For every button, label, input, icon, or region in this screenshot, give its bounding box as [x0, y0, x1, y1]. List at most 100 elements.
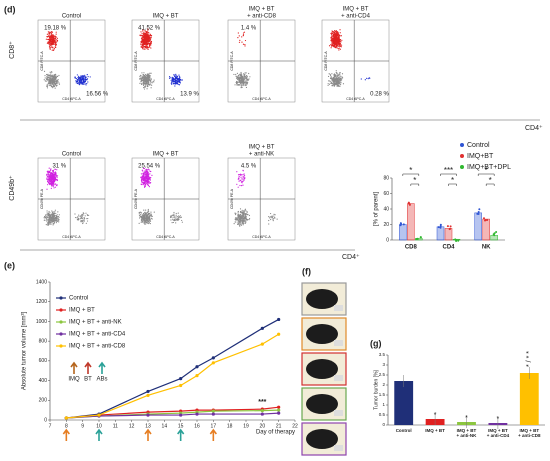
event-dot: [78, 75, 80, 77]
plot-title: Control: [62, 14, 81, 20]
event-dot: [49, 71, 51, 73]
event-dot: [274, 217, 276, 219]
event-dot: [268, 219, 270, 222]
event-dot: [237, 174, 240, 176]
event-dot: [142, 212, 145, 215]
event-dot: [147, 33, 149, 36]
event-dot: [75, 80, 77, 82]
event-dot: [76, 82, 79, 85]
point: [260, 326, 264, 330]
event-dot: [236, 171, 238, 173]
event-dot: [46, 33, 49, 35]
event-dot: [146, 220, 148, 222]
event-dot: [46, 188, 48, 190]
event-dot: [142, 38, 145, 41]
point: [482, 217, 485, 220]
event-dot: [341, 73, 344, 75]
event-dot: [334, 47, 337, 49]
event-dot: [151, 174, 153, 176]
event-dot: [56, 37, 58, 39]
event-dot: [50, 39, 52, 41]
event-dot: [145, 37, 147, 39]
event-dot: [339, 48, 342, 50]
event-dot: [142, 29, 144, 31]
event-dot: [336, 44, 338, 46]
event-dot: [334, 78, 336, 81]
event-dot: [146, 211, 149, 213]
event-dot: [46, 176, 48, 178]
event-dot: [145, 41, 147, 43]
event-dot: [332, 37, 334, 40]
event-dot: [148, 217, 151, 219]
event-dot: [138, 217, 141, 219]
event-dot: [53, 187, 55, 189]
event-dot: [240, 83, 242, 85]
event-dot: [51, 77, 53, 79]
event-dot: [56, 75, 59, 77]
event-dot: [236, 183, 238, 185]
event-dot: [245, 217, 247, 219]
event-dot: [140, 31, 142, 33]
event-dot: [80, 77, 82, 79]
plot-title: IMQ + BT: [153, 14, 179, 20]
event-dot: [147, 184, 150, 187]
event-dot: [241, 36, 243, 38]
event-dot: [78, 80, 80, 82]
event-dot: [47, 31, 49, 33]
event-dot: [144, 214, 146, 216]
event-dot: [51, 221, 53, 223]
event-dot: [54, 35, 56, 37]
event-dot: [141, 79, 143, 81]
event-dot: [146, 88, 148, 90]
event-dot: [48, 215, 50, 217]
event-dot: [46, 36, 48, 38]
event-dot: [148, 78, 150, 81]
event-dot: [176, 75, 179, 77]
event-dot: [144, 83, 146, 85]
event-dot: [146, 79, 148, 82]
event-dot: [241, 78, 243, 80]
event-dot: [337, 78, 339, 81]
event-dot: [52, 35, 54, 37]
event-dot: [332, 43, 334, 45]
event-dot: [56, 84, 58, 86]
event-dot: [148, 40, 150, 42]
event-dot: [47, 222, 50, 224]
event-dot: [235, 82, 238, 85]
event-dot: [57, 79, 59, 81]
event-dot: [146, 45, 148, 47]
event-dot: [144, 211, 146, 213]
event-dot: [85, 79, 87, 81]
x-tick-label: CD4: [442, 245, 455, 251]
x-tick-label: IMQ + BT: [457, 428, 477, 433]
event-dot: [239, 80, 241, 82]
event-dot: [332, 82, 335, 84]
event-dot: [241, 218, 243, 220]
event-dot: [52, 211, 54, 213]
event-dot: [337, 33, 339, 35]
event-dot: [243, 175, 246, 177]
point: [476, 212, 479, 215]
event-dot: [144, 42, 147, 44]
event-dot: [333, 38, 336, 40]
mouse: [306, 289, 338, 309]
legend-marker: [59, 296, 63, 300]
treatment-arrow: [98, 361, 106, 374]
event-dot: [52, 34, 54, 36]
event-dot: [238, 178, 240, 180]
event-dot: [144, 213, 147, 215]
event-dot: [54, 76, 56, 79]
event-dot: [246, 82, 248, 84]
event-dot: [174, 81, 176, 83]
event-dot: [241, 86, 243, 88]
event-dot: [143, 181, 145, 184]
event-dot: [329, 80, 331, 82]
event-dot: [52, 217, 55, 219]
inner-x-label: CD4 APC-A: [252, 97, 271, 101]
event-dot: [249, 76, 251, 78]
legend-label: Control: [467, 142, 490, 149]
event-dot: [149, 39, 151, 41]
event-dot: [55, 33, 57, 35]
event-dot: [243, 76, 245, 78]
plot-title: IMQ + BT: [153, 152, 179, 158]
